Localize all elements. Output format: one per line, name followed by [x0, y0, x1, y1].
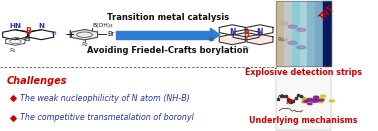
Text: R₂: R₂: [81, 42, 88, 47]
Circle shape: [305, 100, 310, 102]
Text: Transition metal catalysis: Transition metal catalysis: [107, 13, 229, 22]
Circle shape: [310, 98, 316, 100]
Circle shape: [312, 101, 317, 102]
Circle shape: [307, 99, 312, 100]
Circle shape: [307, 101, 312, 103]
Circle shape: [307, 100, 312, 102]
Text: R₂: R₂: [243, 46, 249, 51]
Text: B(OH)₂: B(OH)₂: [93, 23, 113, 28]
Bar: [276, 73, 331, 130]
Circle shape: [279, 38, 287, 41]
Text: +: +: [64, 28, 75, 41]
Circle shape: [314, 98, 318, 100]
Text: B: B: [25, 27, 31, 36]
Polygon shape: [71, 29, 98, 40]
Circle shape: [310, 99, 314, 101]
Text: B: B: [243, 30, 249, 39]
Text: Br: Br: [24, 36, 32, 42]
Point: [288, 101, 294, 103]
Circle shape: [310, 100, 314, 102]
Bar: [315, 1, 323, 66]
Circle shape: [314, 97, 319, 98]
Circle shape: [302, 101, 307, 103]
Circle shape: [288, 25, 297, 28]
Circle shape: [314, 97, 319, 98]
Text: N: N: [229, 28, 235, 37]
Bar: [276, 1, 331, 66]
Circle shape: [319, 98, 325, 100]
Circle shape: [318, 101, 324, 103]
Text: The weak nucleophilicity of N atom (NH-B): The weak nucleophilicity of N atom (NH-B…: [20, 94, 189, 103]
Bar: [284, 1, 292, 66]
Text: Br: Br: [107, 31, 114, 37]
Circle shape: [316, 99, 321, 101]
Circle shape: [314, 100, 319, 102]
Circle shape: [288, 41, 297, 44]
Circle shape: [313, 99, 318, 101]
Text: Underlying mechanisms: Underlying mechanisms: [249, 116, 358, 125]
Circle shape: [313, 100, 318, 102]
Text: R₁: R₁: [209, 37, 215, 42]
Polygon shape: [211, 28, 220, 41]
Bar: [292, 1, 299, 66]
Point: [290, 100, 296, 102]
Point: [275, 98, 281, 100]
Point: [280, 95, 286, 97]
Bar: [116, 31, 211, 39]
Point: [300, 97, 306, 99]
Circle shape: [279, 22, 287, 25]
Point: [298, 95, 304, 97]
Text: H: H: [52, 31, 56, 36]
Text: Explosive detection strips: Explosive detection strips: [245, 68, 362, 77]
Circle shape: [305, 100, 310, 101]
Circle shape: [313, 100, 318, 102]
Point: [277, 95, 284, 97]
Point: [295, 94, 301, 96]
Bar: [299, 1, 307, 66]
Circle shape: [329, 100, 335, 102]
Polygon shape: [219, 34, 245, 45]
Polygon shape: [247, 34, 273, 45]
Bar: [307, 1, 315, 66]
Circle shape: [319, 99, 324, 101]
Text: The competitive transmetalation of boronyl: The competitive transmetalation of boron…: [20, 113, 194, 122]
Circle shape: [321, 95, 326, 97]
Circle shape: [297, 28, 306, 31]
Text: N: N: [38, 23, 44, 29]
Text: Challenges: Challenges: [7, 76, 67, 86]
Text: HN: HN: [9, 23, 21, 29]
Circle shape: [313, 99, 318, 100]
Text: TNT: TNT: [318, 4, 337, 23]
Bar: [276, 73, 331, 130]
Circle shape: [308, 103, 312, 105]
Circle shape: [306, 102, 311, 103]
Circle shape: [314, 100, 319, 102]
Text: Avoiding Friedel-Crafts borylation: Avoiding Friedel-Crafts borylation: [87, 46, 249, 55]
Circle shape: [297, 46, 306, 49]
Circle shape: [313, 96, 319, 98]
Point: [293, 97, 299, 99]
Text: N: N: [257, 28, 263, 37]
Bar: [323, 1, 331, 66]
Circle shape: [313, 100, 318, 102]
Text: R₁: R₁: [9, 48, 16, 53]
Point: [285, 99, 291, 101]
Point: [283, 95, 289, 98]
Circle shape: [302, 98, 308, 100]
Circle shape: [303, 101, 308, 102]
Circle shape: [316, 100, 321, 102]
Bar: [276, 1, 284, 66]
Text: R₃: R₃: [277, 37, 284, 42]
